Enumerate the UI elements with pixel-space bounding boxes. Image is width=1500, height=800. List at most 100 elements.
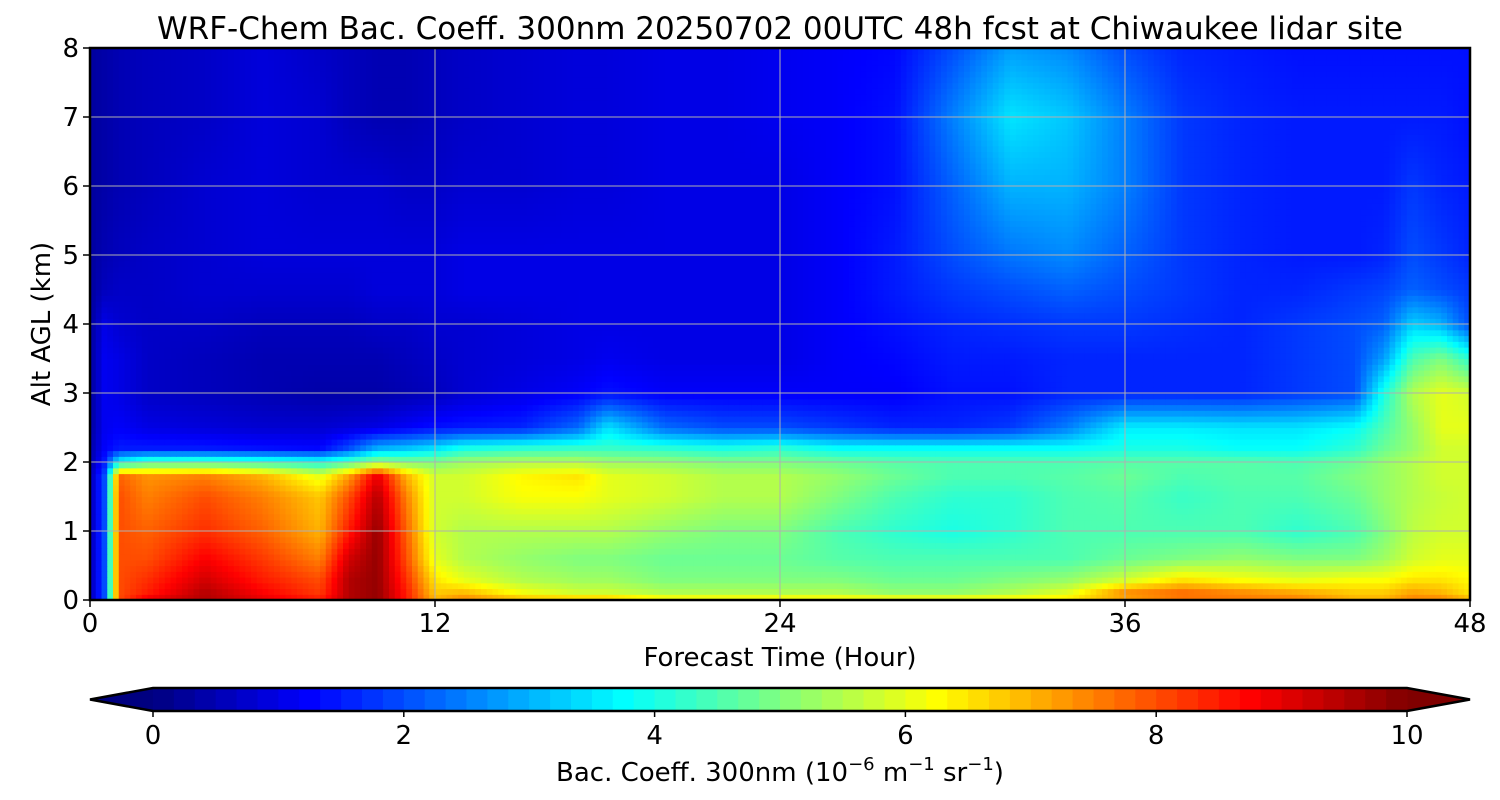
heatmap-cell: [1326, 536, 1333, 544]
heatmap-cell: [814, 531, 821, 538]
heatmap-cell: [987, 531, 994, 538]
heatmap-cell: [1021, 548, 1028, 555]
heatmap-cell: [274, 536, 281, 544]
heatmap-cell: [469, 565, 476, 572]
heatmap-cell: [624, 582, 632, 590]
heatmap-cell: [1217, 571, 1224, 578]
heatmap-cell: [1119, 582, 1126, 590]
heatmap-cell: [849, 577, 856, 584]
heatmap-cell: [124, 525, 131, 532]
heatmap-cell: [538, 565, 545, 572]
heatmap-cell: [653, 588, 660, 595]
heatmap-cell: [849, 582, 856, 590]
heatmap-cell: [636, 496, 643, 503]
heatmap-cell: [205, 508, 212, 515]
heatmap-cell: [1418, 536, 1425, 544]
heatmap-cell: [1343, 525, 1350, 532]
heatmap-cell: [1366, 571, 1373, 578]
heatmap-cell: [366, 559, 373, 567]
heatmap-cell: [601, 513, 609, 521]
heatmap-cell: [147, 508, 154, 515]
heatmap-cell: [1360, 588, 1368, 595]
heatmap-cell: [256, 559, 264, 567]
heatmap-cell: [141, 531, 149, 538]
heatmap-cell: [619, 525, 626, 532]
heatmap-cell: [688, 531, 695, 538]
heatmap-cell: [463, 594, 471, 600]
heatmap-cell: [308, 490, 315, 498]
heatmap-cell: [544, 508, 551, 515]
heatmap-cell: [584, 588, 591, 595]
heatmap-cell: [1107, 594, 1115, 600]
heatmap-cell: [417, 559, 425, 567]
heatmap-cell: [458, 571, 465, 578]
heatmap-cell: [624, 559, 632, 567]
heatmap-cell: [1257, 531, 1264, 538]
heatmap-cell: [1280, 542, 1287, 549]
heatmap-cell: [423, 502, 430, 509]
heatmap-cell: [1263, 485, 1270, 492]
heatmap-cell: [113, 519, 120, 526]
heatmap-cell: [297, 496, 304, 503]
heatmap-cell: [906, 496, 913, 503]
heatmap-cell: [182, 508, 189, 515]
heatmap-cell: [245, 490, 252, 498]
heatmap-cell: [561, 536, 568, 544]
heatmap-cell: [998, 594, 1005, 600]
heatmap-cell: [90, 496, 97, 503]
heatmap-cell: [1406, 496, 1414, 503]
heatmap-cell: [331, 582, 338, 590]
heatmap-cell: [360, 559, 367, 567]
heatmap-cell: [1458, 502, 1465, 509]
heatmap-cell: [1343, 571, 1350, 578]
heatmap-cell: [371, 490, 379, 498]
heatmap-cell: [1050, 479, 1057, 486]
heatmap-cell: [1395, 536, 1402, 544]
heatmap-cell: [573, 485, 580, 492]
heatmap-cell: [1194, 594, 1201, 600]
heatmap-cell: [935, 508, 942, 515]
heatmap-cell: [1424, 519, 1431, 526]
heatmap-cell: [1429, 565, 1437, 572]
heatmap-cell: [849, 554, 856, 561]
heatmap-cell: [394, 594, 402, 600]
heatmap-cell: [1332, 594, 1339, 600]
heatmap-cell: [1326, 577, 1333, 584]
heatmap-cell: [952, 548, 959, 555]
heatmap-cell: [498, 571, 505, 578]
heatmap-cell: [624, 531, 632, 538]
heatmap-cell: [1240, 577, 1247, 584]
heatmap-cell: [762, 548, 770, 555]
heatmap-cell: [768, 548, 775, 555]
heatmap-cell: [458, 531, 465, 538]
heatmap-cell: [808, 490, 816, 498]
heatmap-cell: [711, 577, 718, 584]
heatmap-cell: [734, 508, 741, 515]
heatmap-cell: [136, 588, 143, 595]
heatmap-cell: [1182, 508, 1189, 515]
heatmap-cell: [222, 525, 229, 532]
heatmap-cell: [906, 525, 913, 532]
heatmap-cell: [785, 485, 793, 492]
heatmap-cell: [831, 485, 839, 492]
heatmap-cell: [659, 577, 666, 584]
heatmap-cell: [1464, 559, 1470, 567]
heatmap-cell: [780, 588, 787, 595]
heatmap-cell: [900, 594, 908, 600]
heatmap-cell: [900, 513, 908, 521]
heatmap-cell: [550, 525, 557, 532]
heatmap-cell: [647, 536, 655, 544]
heatmap-cell: [435, 485, 442, 492]
heatmap-cell: [762, 536, 770, 544]
heatmap-cell: [1067, 571, 1074, 578]
heatmap-cell: [1038, 588, 1046, 595]
heatmap-cell: [1332, 536, 1339, 544]
heatmap-cell: [785, 594, 793, 600]
heatmap-cell: [153, 536, 160, 544]
heatmap-cell: [118, 531, 126, 538]
heatmap-cell: [1314, 577, 1322, 584]
heatmap-cell: [728, 531, 735, 538]
heatmap-cell: [147, 490, 154, 498]
heatmap-cell: [245, 479, 252, 486]
heatmap-cell: [969, 565, 977, 572]
